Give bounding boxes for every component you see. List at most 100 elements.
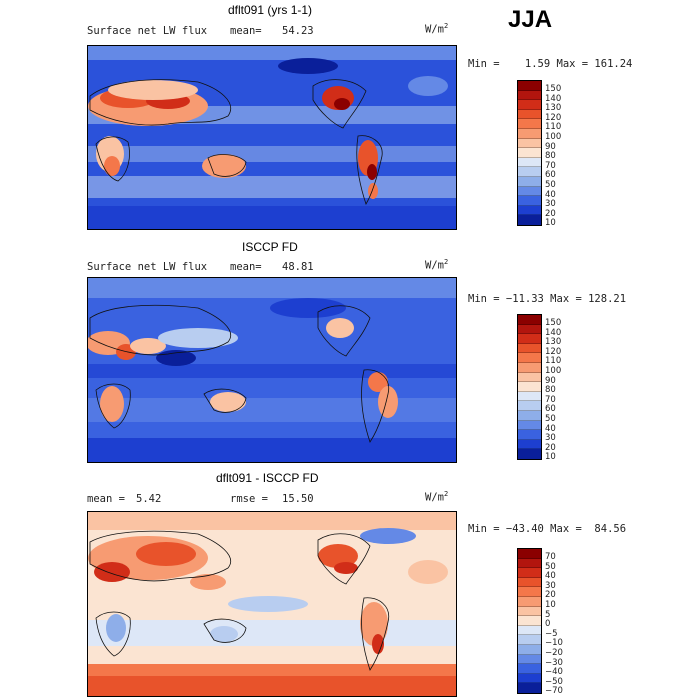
- colorbar-swatch: [518, 430, 541, 440]
- colorbar-swatch: [518, 81, 541, 91]
- colorbar-tick-label: 140: [545, 93, 562, 104]
- colorbar-swatch: [518, 90, 541, 101]
- colorbar-tick-label: 110: [545, 122, 562, 133]
- colorbar-tick-label: 150: [545, 318, 562, 328]
- colorbar-swatch: [518, 109, 541, 120]
- colorbar-swatch: [518, 673, 541, 684]
- colorbar-tick-label: −5: [545, 628, 558, 639]
- colorbar-tick-label: 50: [545, 180, 556, 190]
- colorbar-swatch: [518, 176, 541, 187]
- panel2-mean-value: 48.81: [282, 261, 314, 273]
- panel3-rmse-label: rmse =: [230, 493, 268, 505]
- colorbar-swatch: [518, 372, 541, 383]
- panel3-colorbar: [517, 548, 542, 694]
- colorbar-swatch: [518, 148, 541, 158]
- colorbar-swatch: [518, 391, 541, 402]
- colorbar-swatch: [518, 439, 541, 450]
- colorbar-swatch: [518, 654, 541, 665]
- panel3-title: dflt091 - ISCCP FD: [216, 471, 319, 485]
- colorbar-tick-label: 20: [545, 442, 556, 453]
- colorbar-tick-label: 70: [545, 552, 556, 562]
- panel2-mean-label: mean=: [230, 261, 262, 273]
- colorbar-swatch: [518, 683, 541, 693]
- colorbar-tick-label: 120: [545, 346, 562, 357]
- colorbar-tick-label: 130: [545, 337, 562, 348]
- colorbar-swatch: [518, 549, 541, 559]
- colorbar-tick-label: 30: [545, 433, 556, 444]
- colorbar-swatch: [518, 196, 541, 206]
- panel3-mean-label: mean =: [87, 493, 125, 505]
- colorbar-swatch: [518, 606, 541, 617]
- colorbar-tick-label: 30: [545, 580, 556, 591]
- colorbar-swatch: [518, 128, 541, 139]
- colorbar-swatch: [518, 635, 541, 645]
- colorbar-swatch: [518, 401, 541, 411]
- panel2-variable: Surface net LW flux: [87, 261, 208, 273]
- colorbar-tick-label: 70: [545, 394, 556, 405]
- colorbar-tick-label: 90: [545, 375, 556, 386]
- colorbar-tick-label: 90: [545, 141, 556, 152]
- panel1-variable: Surface net LW flux: [87, 25, 208, 37]
- colorbar-tick-label: 0: [545, 619, 551, 630]
- colorbar-swatch: [518, 362, 541, 373]
- colorbar-tick-label: 50: [545, 414, 556, 424]
- colorbar-tick-label: 120: [545, 112, 562, 123]
- colorbar-tick-label: 40: [545, 189, 556, 200]
- colorbar-tick-label: 100: [545, 132, 562, 142]
- panel1-unit: W/m2: [425, 22, 449, 36]
- colorbar-swatch: [518, 334, 541, 344]
- colorbar-tick-label: 100: [545, 366, 562, 376]
- colorbar-swatch: [518, 587, 541, 597]
- colorbar-tick-label: −40: [545, 667, 563, 678]
- colorbar-swatch: [518, 382, 541, 392]
- colorbar-swatch: [518, 215, 541, 225]
- panel3-min-max: Min = −43.40 Max = 84.56: [468, 523, 627, 535]
- colorbar-tick-label: 70: [545, 160, 556, 171]
- colorbar-tick-label: 40: [545, 423, 556, 434]
- colorbar-tick-label: −20: [545, 648, 563, 658]
- colorbar-tick-label: 60: [545, 404, 556, 415]
- colorbar-tick-label: 10: [545, 218, 556, 229]
- panel3-rmse-value: 15.50: [282, 493, 314, 505]
- colorbar-swatch: [518, 353, 541, 363]
- colorbar-tick-label: 20: [545, 590, 556, 601]
- colorbar-swatch: [518, 138, 541, 149]
- colorbar-swatch: [518, 625, 541, 636]
- colorbar-swatch: [518, 167, 541, 177]
- panel2-min-max: Min = −11.33 Max = 128.21: [468, 293, 627, 305]
- colorbar-tick-label: 130: [545, 103, 562, 114]
- panel1-min-max: Min = 1.59 Max = 161.24: [468, 58, 633, 70]
- colorbar-swatch: [518, 568, 541, 578]
- colorbar-tick-label: −50: [545, 676, 563, 687]
- colorbar-swatch: [518, 315, 541, 325]
- panel2-unit: W/m2: [425, 258, 449, 272]
- panel1-mean-label: mean=: [230, 25, 262, 37]
- panel1-colorbar: [517, 80, 542, 226]
- panel1-mean-value: 54.23: [282, 25, 314, 37]
- panel1-title: dflt091 (yrs 1-1): [228, 3, 313, 17]
- colorbar-swatch: [518, 119, 541, 129]
- season-label: JJA: [508, 6, 553, 33]
- colorbar-swatch: [518, 616, 541, 626]
- colorbar-swatch: [518, 205, 541, 216]
- colorbar-swatch: [518, 644, 541, 655]
- colorbar-tick-label: 110: [545, 356, 562, 367]
- colorbar-swatch: [518, 186, 541, 197]
- panel2-map: [87, 277, 457, 463]
- colorbar-tick-label: 30: [545, 199, 556, 210]
- panel3-map: [87, 511, 457, 697]
- colorbar-tick-label: −70: [545, 686, 563, 697]
- colorbar-tick-label: −30: [545, 657, 563, 668]
- colorbar-tick-label: 20: [545, 208, 556, 219]
- colorbar-tick-label: 150: [545, 84, 562, 94]
- panel3-mean-value: 5.42: [136, 493, 162, 505]
- colorbar-swatch: [518, 577, 541, 588]
- panel2-title: ISCCP FD: [242, 240, 298, 254]
- colorbar-tick-label: 60: [545, 170, 556, 181]
- colorbar-tick-label: 80: [545, 151, 556, 162]
- colorbar-swatch: [518, 664, 541, 674]
- colorbar-tick-label: 50: [545, 561, 556, 572]
- panel1-map: [87, 45, 457, 230]
- colorbar-swatch: [518, 558, 541, 569]
- colorbar-swatch: [518, 157, 541, 168]
